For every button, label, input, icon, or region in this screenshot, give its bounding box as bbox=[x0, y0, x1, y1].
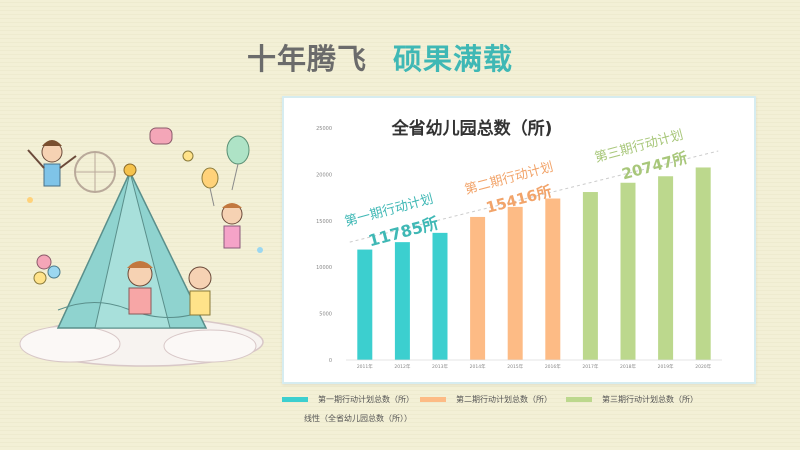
legend-label-phase1: 第一期行动计划总数（所） bbox=[318, 395, 414, 404]
legend-item-phase3: 第三期行动计划总数（所） bbox=[566, 394, 698, 405]
chart-title: 全省幼儿园总数（所) bbox=[391, 118, 553, 139]
bar-2018年 bbox=[620, 182, 636, 360]
chart-card: 全省幼儿园总数（所) 0 5000 10000 15000 20000 25000 201… bbox=[282, 96, 756, 384]
bar-2020年 bbox=[695, 167, 711, 360]
bar-2012年 bbox=[394, 242, 410, 360]
bar-2013年 bbox=[432, 232, 448, 360]
bar-2019年 bbox=[658, 176, 674, 360]
x-axis: 2011年 2012年 2013年 2014年 2015年 2016年 2017年 2018年… bbox=[346, 359, 722, 370]
legend-label-phase2: 第二期行动计划总数（所） bbox=[456, 395, 552, 404]
phase3-annotation: 第三期行动计划 20747所 bbox=[593, 128, 689, 184]
y-tick-label: 5000 bbox=[319, 312, 332, 318]
bar-2011年 bbox=[357, 249, 373, 360]
legend-item-trend: 线性（全省幼儿园总数（所）） bbox=[304, 414, 412, 423]
x-tick-label: 2013年 bbox=[432, 363, 448, 370]
y-axis: 0 5000 10000 15000 20000 25000 bbox=[316, 126, 332, 364]
y-tick-label: 25000 bbox=[316, 126, 332, 132]
bar-2017年 bbox=[582, 192, 598, 360]
y-tick-label: 20000 bbox=[316, 172, 332, 178]
x-tick-label: 2011年 bbox=[357, 363, 373, 370]
legend-label-phase3: 第三期行动计划总数（所） bbox=[602, 395, 698, 404]
x-tick-label: 2015年 bbox=[507, 363, 523, 370]
title-part-1: 十年腾飞 bbox=[246, 42, 367, 76]
legend-swatch-phase2 bbox=[420, 397, 446, 402]
y-tick-label: 10000 bbox=[316, 265, 332, 271]
y-tick-label: 15000 bbox=[316, 219, 332, 225]
y-tick-label: 0 bbox=[329, 358, 332, 364]
legend-swatch-phase1 bbox=[282, 397, 308, 402]
bar-2016年 bbox=[545, 198, 561, 360]
legend-item-phase1: 第一期行动计划总数（所） bbox=[282, 394, 414, 405]
title-part-2: 硕果满载 bbox=[393, 42, 514, 76]
x-tick-label: 2018年 bbox=[620, 363, 636, 370]
bar-2015年 bbox=[507, 206, 523, 360]
x-tick-label: 2016年 bbox=[545, 363, 561, 370]
legend-item-phase2: 第二期行动计划总数（所） bbox=[420, 394, 552, 405]
bar-2014年 bbox=[470, 216, 486, 360]
x-tick-label: 2020年 bbox=[695, 363, 711, 370]
kindergarten-illustration bbox=[19, 127, 264, 367]
legend-swatch-phase3 bbox=[566, 397, 592, 402]
bar-chart: 全省幼儿园总数（所) 0 5000 10000 15000 20000 25000 201… bbox=[316, 118, 722, 370]
x-tick-label: 2019年 bbox=[658, 363, 674, 370]
bars bbox=[357, 167, 711, 360]
x-tick-label: 2017年 bbox=[582, 363, 598, 370]
x-tick-label: 2012年 bbox=[394, 363, 410, 370]
slide-title: 十年腾飞 硕果满载 bbox=[0, 36, 760, 78]
phase1-annotation: 第一期行动计划 11785所 bbox=[343, 192, 440, 251]
x-tick-label: 2014年 bbox=[470, 363, 486, 370]
